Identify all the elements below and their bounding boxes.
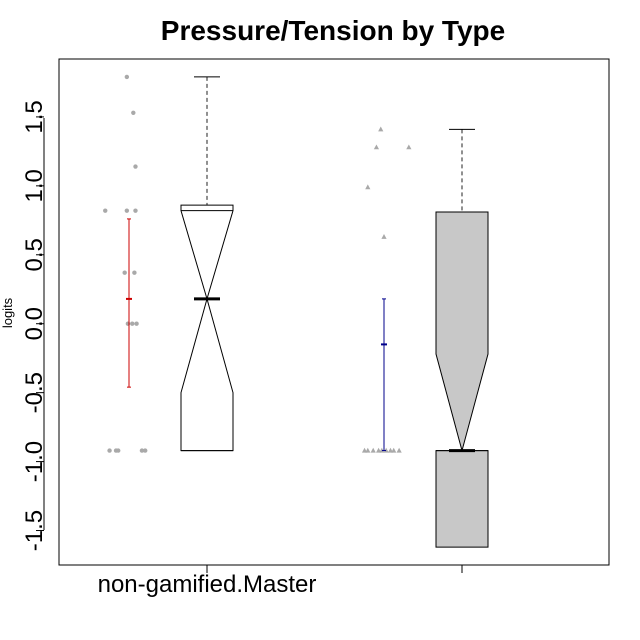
y-tick-label: -1.0 xyxy=(21,441,48,482)
data-point xyxy=(139,448,145,453)
errorbar-group xyxy=(381,298,387,452)
data-point xyxy=(132,270,137,275)
data-point xyxy=(107,448,112,453)
data-point xyxy=(133,164,138,169)
data-point xyxy=(383,447,389,453)
data-point xyxy=(131,110,136,115)
data-point xyxy=(124,74,130,80)
data-point xyxy=(124,208,130,213)
data-point xyxy=(391,447,397,453)
y-tick-label: -1.5 xyxy=(21,510,48,551)
y-axis-label: logits xyxy=(0,297,15,328)
data-point xyxy=(381,234,387,239)
box-body xyxy=(435,211,489,548)
box-body xyxy=(180,204,234,452)
x-tick-label: non-gamified.Master xyxy=(98,571,317,598)
y-tick-label: 1.5 xyxy=(21,100,48,133)
data-point xyxy=(134,321,139,326)
data-point xyxy=(373,144,380,150)
y-tick-label: 1.0 xyxy=(21,169,48,202)
box-group xyxy=(180,76,234,452)
data-point xyxy=(365,447,371,453)
data-point xyxy=(370,447,376,453)
y-tick-label: -0.5 xyxy=(21,372,48,413)
data-point xyxy=(133,208,138,213)
data-point xyxy=(143,448,148,453)
chart-title: Pressure/Tension by Type xyxy=(161,15,505,46)
y-tick-label: 0.0 xyxy=(21,307,48,340)
data-point xyxy=(406,144,412,150)
data-point xyxy=(103,208,108,213)
errorbar-group xyxy=(126,218,132,388)
plot-frame xyxy=(58,58,610,566)
data-point xyxy=(122,270,127,275)
box-group xyxy=(435,128,489,548)
data-point xyxy=(396,447,402,453)
data-point xyxy=(130,321,135,326)
data-point xyxy=(378,126,384,132)
data-point xyxy=(379,447,385,453)
y-tick-label: 0.5 xyxy=(21,238,48,271)
data-point xyxy=(365,184,371,190)
data-point xyxy=(116,448,121,453)
marks-layer: -1.5 -1.0 -0.5 0.0 0.5 1.0 1.5 non-gamified.Mas… xyxy=(21,74,489,598)
